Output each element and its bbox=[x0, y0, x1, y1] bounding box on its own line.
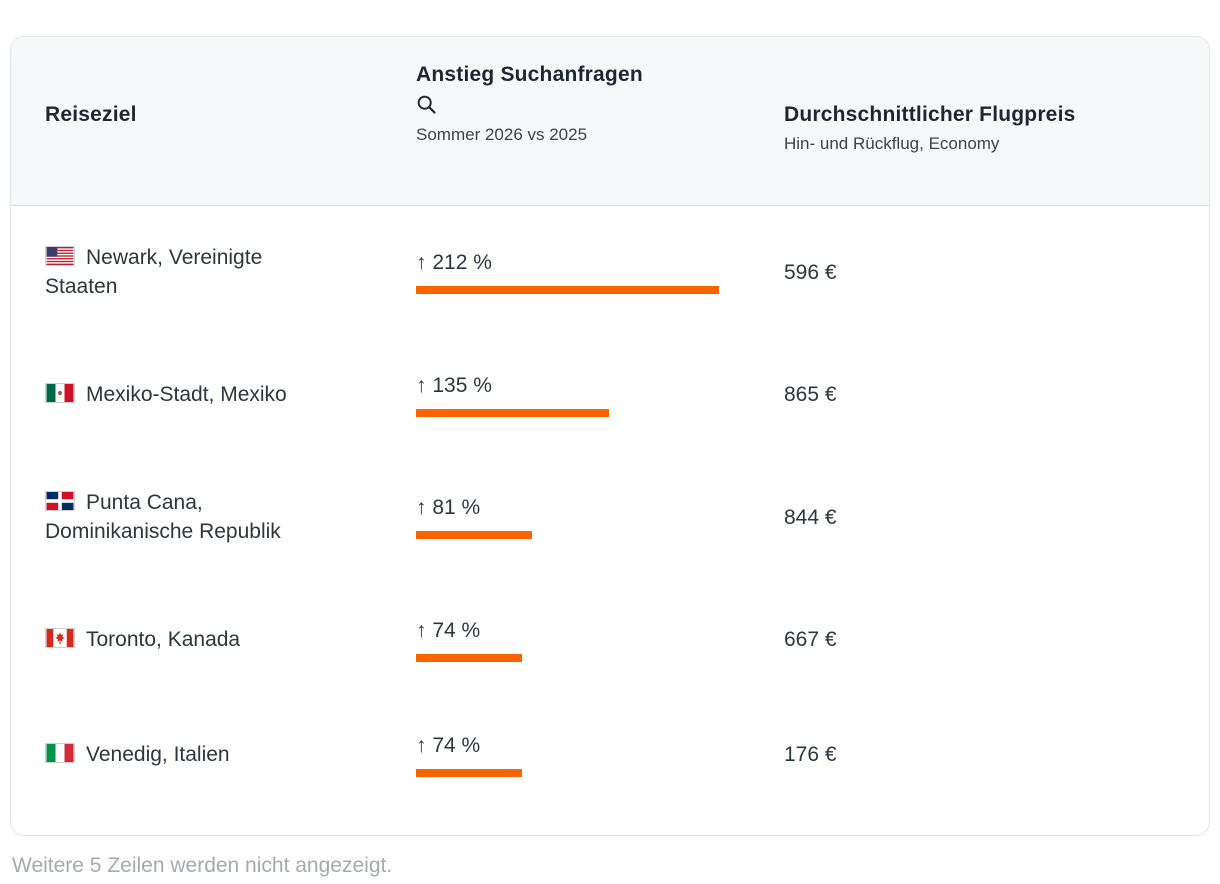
us-flag-icon bbox=[45, 246, 75, 266]
increase-label: ↑ 74 % bbox=[416, 733, 481, 757]
table-body: Newark, Vereinigte Staaten ↑ 212 % 596 € bbox=[11, 206, 1209, 835]
destination-label: Newark, Vereinigte Staaten bbox=[45, 246, 263, 298]
price-label: 176 € bbox=[784, 743, 837, 767]
search-increase-cell: ↑ 81 % bbox=[416, 496, 784, 540]
search-icon bbox=[416, 94, 784, 118]
italy-flag-icon bbox=[45, 742, 75, 763]
destination-cell: Venedig, Italien bbox=[45, 741, 303, 770]
search-increase-cell: ↑ 135 % bbox=[416, 374, 784, 417]
search-increase-cell: ↑ 212 % bbox=[416, 251, 784, 295]
search-increase-cell: ↑ 74 % bbox=[416, 619, 784, 662]
price-label: 667 € bbox=[784, 628, 837, 652]
column-header-price-subtitle: Hin- und Rückflug, Economy bbox=[784, 134, 1000, 153]
destination-cell: Punta Cana, Dominikanische Republik bbox=[45, 489, 303, 547]
destination-cell: Mexiko-Stadt, Mexiko bbox=[45, 381, 303, 410]
table-row: Venedig, Italien ↑ 74 % 176 € bbox=[45, 698, 1209, 813]
price-label: 596 € bbox=[784, 260, 837, 284]
destination-label: Punta Cana, Dominikanische Republik bbox=[45, 490, 281, 543]
destination-label: Toronto, Kanada bbox=[86, 627, 241, 651]
destinations-table: Reiseziel Anstieg Suchanfragen Sommer 20… bbox=[10, 36, 1210, 836]
increase-bar bbox=[416, 768, 522, 777]
search-increase-cell: ↑ 74 % bbox=[416, 734, 784, 777]
column-header-destination: Reiseziel bbox=[45, 37, 416, 205]
column-header-price-label: Durchschnittlicher Flugpreis bbox=[784, 103, 1076, 126]
column-header-search-increase: Anstieg Suchanfragen Sommer 2026 vs 2025 bbox=[416, 37, 784, 205]
destination-cell: Newark, Vereinigte Staaten bbox=[45, 244, 303, 302]
canada-flag-icon bbox=[45, 627, 75, 648]
increase-label: ↑ 135 % bbox=[416, 373, 492, 397]
table-row: Mexiko-Stadt, Mexiko ↑ 135 % 865 € bbox=[45, 338, 1209, 453]
increase-label: ↑ 74 % bbox=[416, 618, 481, 642]
column-header-price: Durchschnittlicher Flugpreis Hin- und Rü… bbox=[784, 37, 1209, 205]
destination-cell: Toronto, Kanada bbox=[45, 626, 303, 655]
price-label: 865 € bbox=[784, 383, 837, 407]
table-header: Reiseziel Anstieg Suchanfragen Sommer 20… bbox=[11, 37, 1209, 206]
column-header-destination-label: Reiseziel bbox=[45, 103, 137, 126]
mexico-flag-icon bbox=[45, 382, 75, 403]
destination-label: Mexiko-Stadt, Mexiko bbox=[86, 382, 287, 406]
table-row: Newark, Vereinigte Staaten ↑ 212 % 596 € bbox=[45, 208, 1209, 338]
column-header-search-increase-subtitle: Sommer 2026 vs 2025 bbox=[416, 125, 588, 144]
increase-label: ↑ 81 % bbox=[416, 496, 481, 520]
destination-label: Venedig, Italien bbox=[86, 742, 230, 766]
increase-label: ↑ 212 % bbox=[416, 251, 492, 275]
increase-bar bbox=[416, 408, 609, 417]
increase-bar bbox=[416, 653, 522, 662]
dominican-republic-flag-icon bbox=[45, 490, 75, 511]
table-row: Toronto, Kanada ↑ 74 % 667 € bbox=[45, 583, 1209, 698]
increase-bar bbox=[416, 286, 719, 295]
table-row: Punta Cana, Dominikanische Republik ↑ 81… bbox=[45, 453, 1209, 583]
column-header-search-increase-label: Anstieg Suchanfragen bbox=[416, 63, 643, 86]
hidden-rows-note: Weitere 5 Zeilen werden nicht angezeigt. bbox=[12, 853, 393, 877]
price-label: 844 € bbox=[784, 505, 837, 529]
increase-bar bbox=[416, 531, 532, 540]
